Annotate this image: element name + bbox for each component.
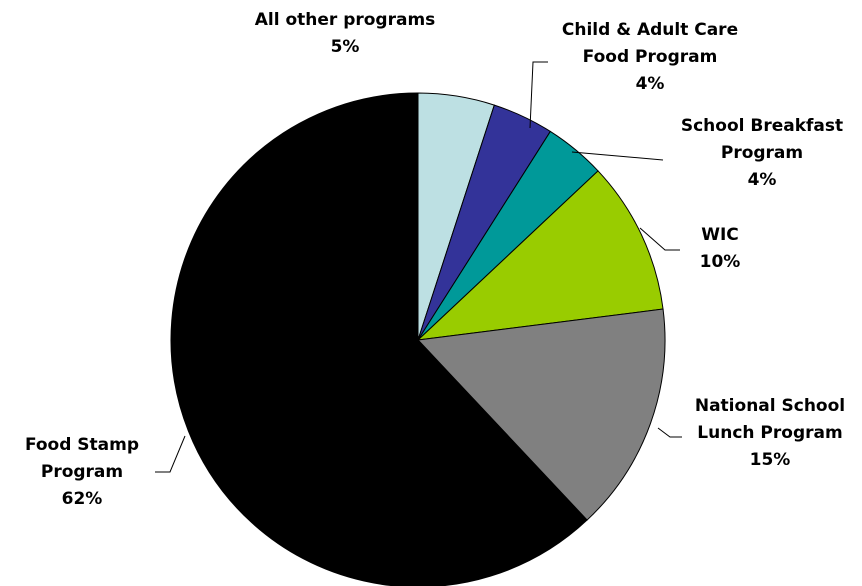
slice-percent: 15% [750, 450, 791, 470]
pie-slice-food-stamp-program [170, 92, 588, 586]
leader-line-food-stamp-program [155, 435, 186, 473]
slice-label-line: National School [695, 396, 845, 416]
leader-line-wic [639, 227, 680, 251]
slice-label-line: School Breakfast [681, 116, 843, 136]
slice-percent: 10% [700, 252, 741, 272]
leader-line-child-and-adult-care-food-program [529, 61, 548, 129]
slice-label-wic: WIC 10% [700, 225, 741, 272]
slice-label-line: Program [721, 143, 803, 163]
pie-slice-national-school-lunch-program [416, 308, 666, 521]
slice-label-school-breakfast-program: School Breakfast Program 4% [681, 116, 843, 190]
slice-label-food-stamp-program: Food Stamp Program 62% [25, 435, 139, 509]
slice-percent: 4% [748, 170, 777, 190]
slice-label-line: Food Program [583, 47, 718, 67]
slice-percent: 5% [331, 37, 360, 57]
slice-label-child-and-adult-care-food-program: Child & Adult Care Food Program 4% [562, 20, 738, 94]
leader-line-school-breakfast-program [571, 151, 664, 161]
pie-slice-wic [416, 170, 664, 341]
pie-slices [170, 92, 666, 586]
slice-percent: 4% [636, 74, 665, 94]
slice-label-national-school-lunch-program: National School Lunch Program 15% [695, 396, 845, 470]
slice-label-line: WIC [701, 225, 739, 245]
slice-percent: 62% [62, 489, 103, 509]
slice-label-line: Program [41, 462, 123, 482]
slice-label-all-other-programs: All other programs 5% [255, 10, 436, 57]
leader-line-national-school-lunch-program [657, 427, 682, 438]
slice-label-line: Food Stamp [25, 435, 139, 455]
slice-labels: All other programs 5% Child & Adult Care Fo… [25, 10, 845, 509]
slice-label-line: All other programs [255, 10, 436, 30]
slice-label-line: Child & Adult Care [562, 20, 738, 40]
leader-lines [155, 61, 682, 473]
slice-label-line: Lunch Program [697, 423, 842, 443]
